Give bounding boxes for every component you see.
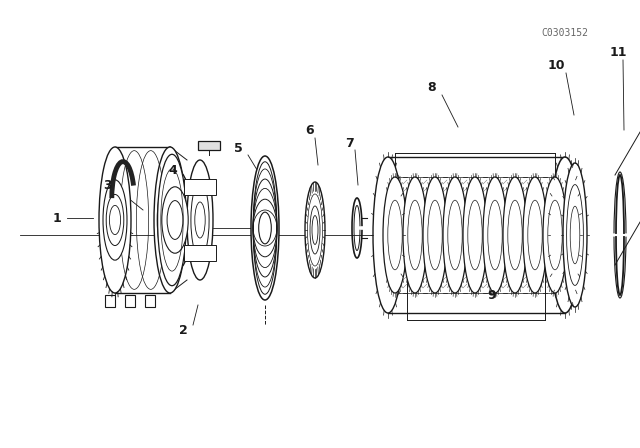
Text: 3: 3 — [104, 178, 112, 191]
Ellipse shape — [383, 177, 407, 293]
Ellipse shape — [443, 177, 467, 293]
Ellipse shape — [103, 180, 127, 260]
Bar — [198, 141, 220, 150]
Bar — [125, 295, 135, 307]
Bar — [105, 295, 115, 307]
Text: 6: 6 — [306, 124, 314, 137]
Bar — [184, 245, 216, 261]
Ellipse shape — [251, 156, 279, 300]
Ellipse shape — [312, 215, 318, 245]
Text: 1: 1 — [52, 211, 61, 224]
Ellipse shape — [463, 177, 487, 293]
Ellipse shape — [109, 205, 120, 235]
Ellipse shape — [154, 147, 186, 293]
Bar — [184, 179, 216, 195]
Ellipse shape — [167, 201, 183, 239]
Ellipse shape — [523, 177, 547, 293]
Text: 4: 4 — [168, 164, 177, 177]
Ellipse shape — [259, 212, 271, 244]
Ellipse shape — [162, 187, 188, 253]
Bar — [145, 295, 155, 307]
Text: 5: 5 — [234, 142, 243, 155]
Ellipse shape — [195, 202, 205, 238]
Text: 2: 2 — [179, 323, 188, 336]
Ellipse shape — [373, 157, 403, 313]
Ellipse shape — [403, 177, 427, 293]
Ellipse shape — [99, 147, 131, 293]
Ellipse shape — [187, 160, 213, 280]
Ellipse shape — [305, 182, 325, 278]
Ellipse shape — [157, 169, 193, 271]
Text: 8: 8 — [428, 81, 436, 94]
Text: C0303152: C0303152 — [541, 28, 589, 38]
Ellipse shape — [550, 157, 580, 313]
Ellipse shape — [191, 182, 209, 258]
Ellipse shape — [157, 154, 186, 286]
Text: 10: 10 — [547, 59, 564, 72]
Text: 11: 11 — [609, 46, 627, 59]
Ellipse shape — [543, 177, 567, 293]
Ellipse shape — [483, 177, 507, 293]
Text: 7: 7 — [346, 137, 355, 150]
Ellipse shape — [423, 177, 447, 293]
Ellipse shape — [503, 177, 527, 293]
Ellipse shape — [563, 163, 587, 307]
Text: 9: 9 — [488, 289, 496, 302]
Ellipse shape — [106, 194, 124, 246]
